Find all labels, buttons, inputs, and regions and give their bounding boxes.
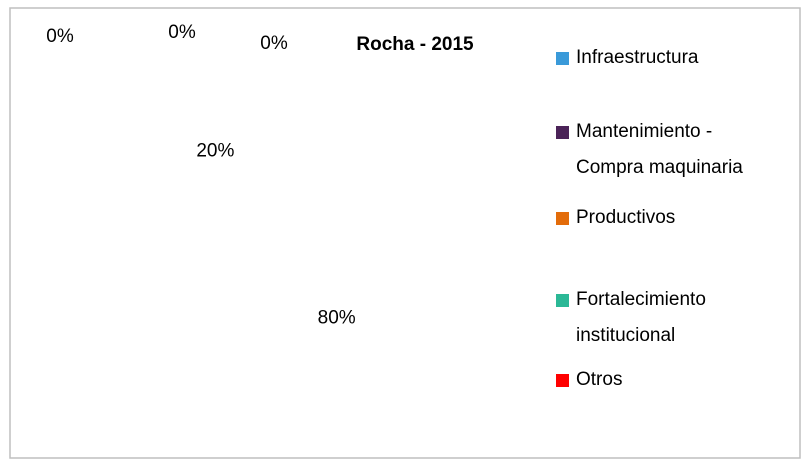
legend-label: Productivos [576, 207, 676, 228]
legend-item: Otros [556, 362, 776, 398]
legend-swatch [556, 212, 569, 225]
legend-item: Productivos [556, 200, 776, 236]
legend-label: Otros [576, 369, 623, 390]
legend-item: Mantenimiento - Compra maquinaria [556, 114, 776, 186]
data-label: 0% [46, 26, 74, 47]
legend-swatch [556, 374, 569, 387]
data-label: 0% [260, 33, 288, 54]
data-label: 0% [168, 22, 196, 43]
legend-swatch [556, 126, 569, 139]
legend-label: Fortalecimiento institucional [576, 289, 706, 346]
legend-item: Infraestructura [556, 40, 776, 76]
chart-frame [9, 7, 801, 459]
legend-label: Mantenimiento - Compra maquinaria [576, 121, 743, 178]
legend-swatch [556, 52, 569, 65]
chart-title: Rocha - 2015 [356, 34, 474, 55]
legend-item: Fortalecimiento institucional [556, 282, 776, 354]
data-label: 20% [196, 141, 234, 162]
legend-label: Infraestructura [576, 47, 699, 68]
data-label: 80% [318, 308, 356, 329]
legend-swatch [556, 294, 569, 307]
